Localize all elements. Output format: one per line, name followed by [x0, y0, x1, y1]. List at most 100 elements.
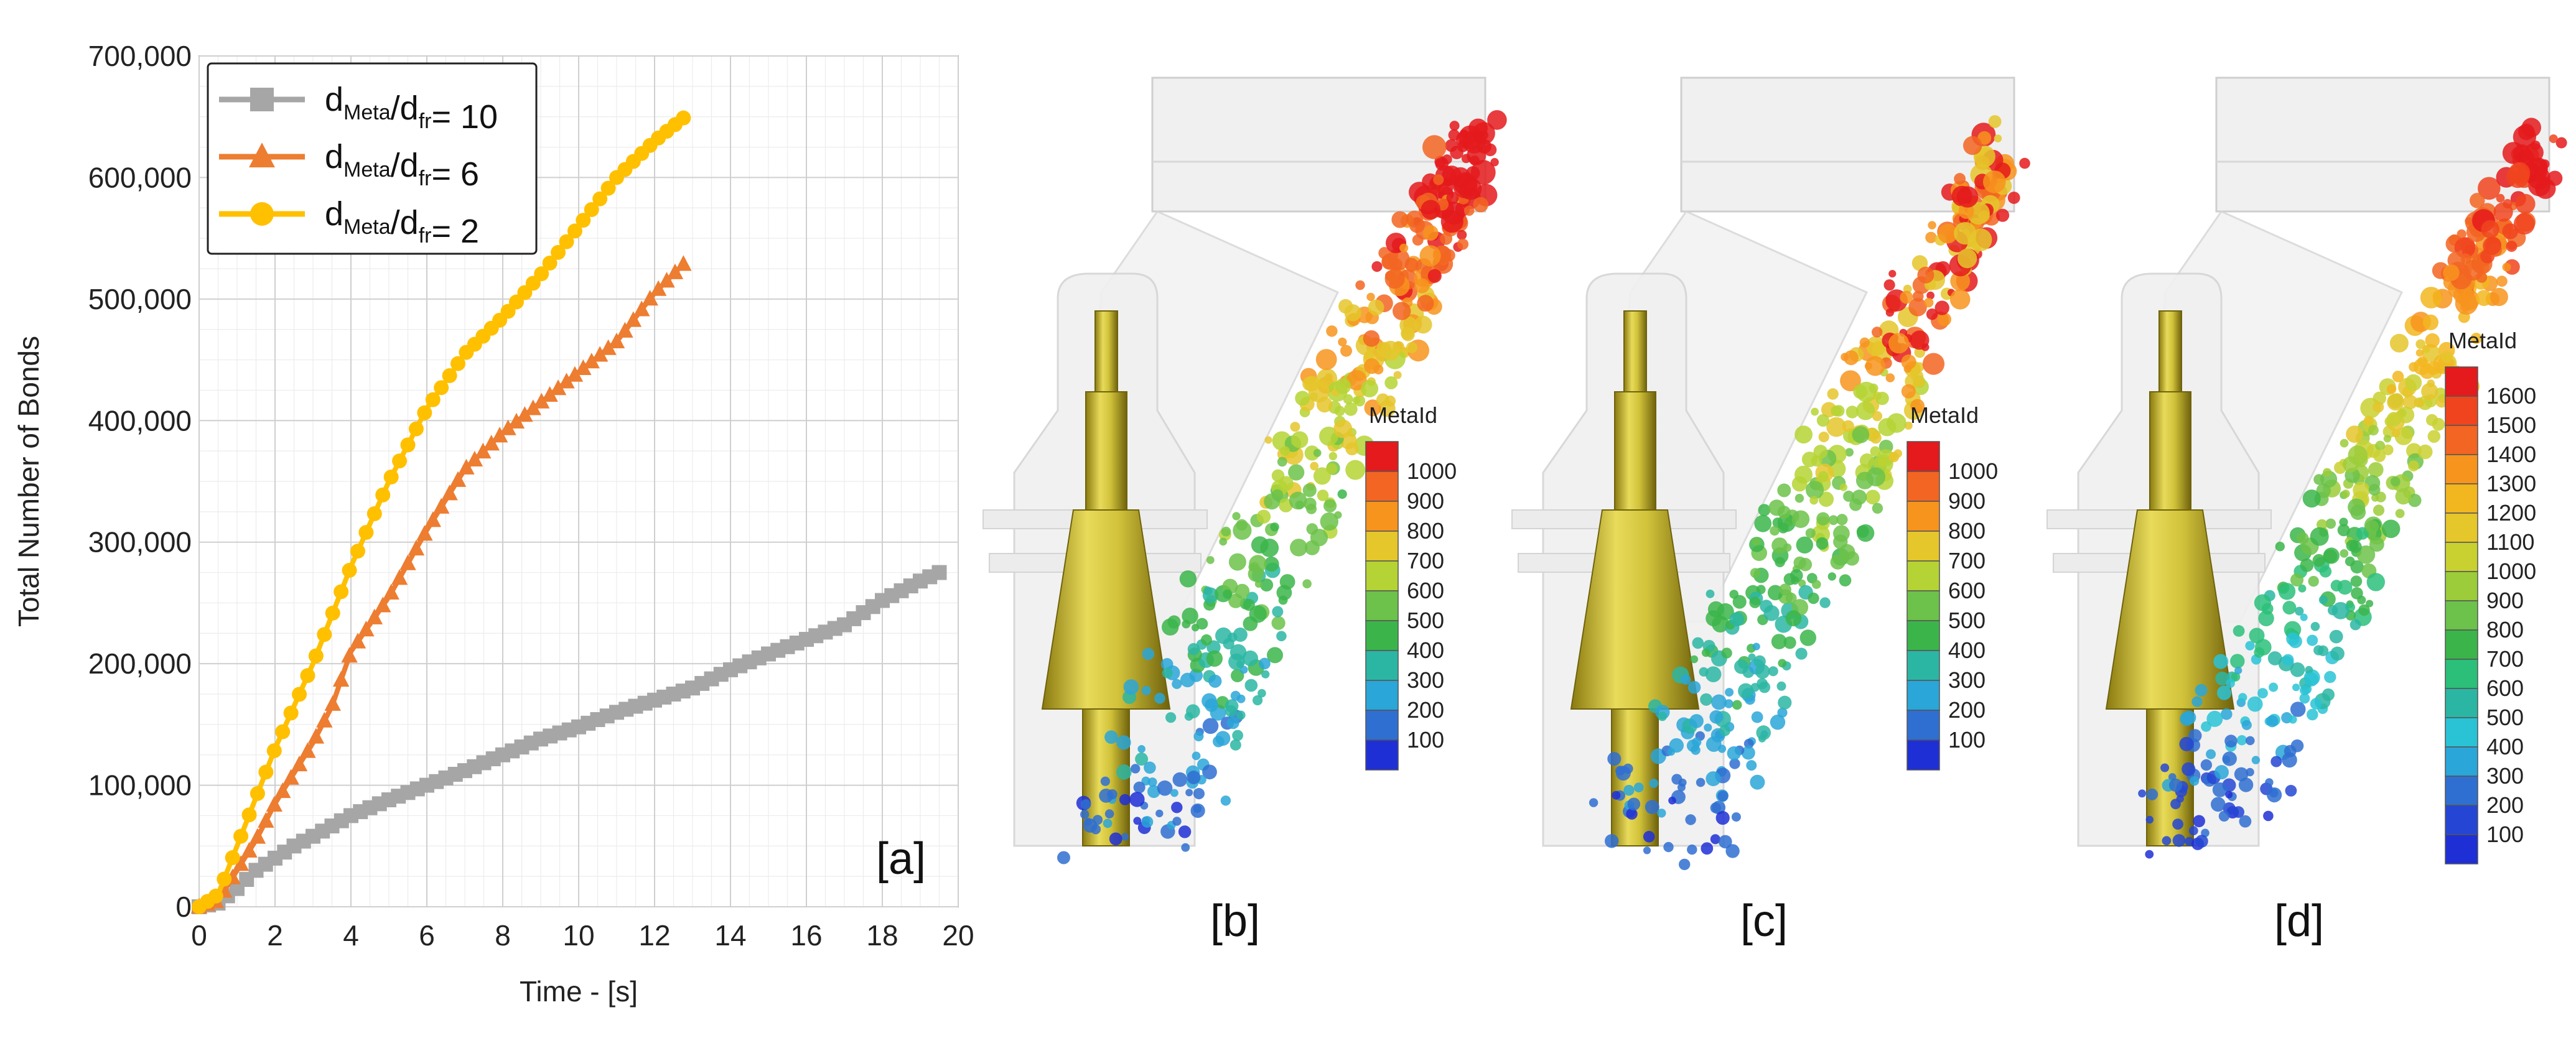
particle — [1171, 802, 1183, 813]
particle — [1326, 325, 1338, 337]
particle — [2323, 468, 2332, 477]
particle — [1144, 761, 1156, 774]
mantle-cone — [1041, 509, 1171, 710]
particle — [1872, 327, 1883, 338]
particle — [2381, 519, 2401, 539]
y-axis-title: Total Number of Bonds — [12, 336, 45, 627]
simulation-panel-b: MetaId 1000 900 800 700 600 500 400 300 200 100 [b] — [982, 76, 1507, 946]
particle — [1276, 585, 1292, 601]
data-point — [549, 379, 567, 396]
particle — [1605, 834, 1619, 848]
particle — [1687, 680, 1701, 694]
particle — [2313, 645, 2324, 656]
particle — [2340, 549, 2349, 558]
particle — [1271, 616, 1286, 630]
shaft-top — [2158, 310, 2182, 399]
particle — [1473, 197, 1488, 213]
particle — [2257, 688, 2268, 698]
particle — [1938, 223, 1958, 244]
particle — [1776, 681, 1786, 691]
colorbar-cell — [1906, 710, 1940, 741]
particle — [1162, 667, 1173, 679]
particle — [1243, 599, 1255, 611]
colorbar-tick-label: 300 — [2486, 763, 2524, 789]
colorbar-tick-label: 600 — [1407, 578, 1444, 603]
particle — [1954, 173, 1966, 185]
particle — [2518, 123, 2535, 141]
particle — [1734, 659, 1749, 674]
particle — [2349, 540, 2362, 553]
particle — [2350, 560, 2364, 574]
data-point — [600, 180, 616, 196]
data-point — [591, 346, 609, 362]
particle — [1811, 455, 1822, 467]
particle — [1344, 304, 1361, 322]
particle — [1289, 491, 1307, 510]
particle — [2502, 262, 2511, 272]
particle — [1206, 556, 1215, 564]
particle — [1706, 610, 1722, 627]
x-tick-label: 4 — [343, 919, 359, 952]
panel-label: [d] — [2274, 896, 2324, 946]
particle — [1743, 738, 1754, 749]
particle — [1748, 653, 1756, 661]
particle — [1181, 843, 1190, 852]
colorbar-tick-label: 1400 — [2486, 442, 2536, 467]
data-point — [566, 366, 584, 382]
particle — [1612, 790, 1621, 800]
particle — [2007, 192, 2020, 204]
particle — [1893, 449, 1902, 458]
x-tick-label: 12 — [638, 919, 670, 952]
particle — [1865, 356, 1885, 376]
particle — [1290, 539, 1308, 557]
colorbar-tick-label: 500 — [1407, 608, 1444, 633]
particle — [2212, 782, 2228, 797]
particle — [1798, 579, 1806, 588]
data-point — [291, 755, 308, 772]
particle — [1291, 431, 1309, 448]
y-tick-label: 500,000 — [88, 283, 192, 315]
data-point — [583, 353, 600, 369]
particle — [1260, 578, 1274, 592]
particle — [2254, 647, 2265, 658]
particle — [1364, 358, 1380, 374]
colorbar-tick-label: 200 — [1948, 697, 1986, 723]
particle — [1355, 280, 1365, 290]
particle — [1819, 597, 1831, 608]
particle — [2289, 715, 2297, 724]
particle — [1752, 642, 1760, 651]
legend-marker — [249, 142, 275, 168]
particle — [2465, 217, 2473, 225]
particle — [1172, 679, 1182, 689]
particle — [2234, 667, 2242, 675]
colorbar-cell — [1365, 680, 1399, 711]
data-point — [217, 871, 232, 887]
particle — [2169, 778, 2183, 792]
particle — [2324, 670, 2336, 684]
particle — [1623, 785, 1635, 796]
particles — [2138, 118, 2567, 859]
particle — [1401, 327, 1414, 340]
mantle-cone — [1570, 509, 1700, 710]
particle — [1249, 555, 1267, 573]
particle — [2337, 580, 2353, 595]
particle — [1267, 647, 1283, 664]
particle — [1304, 445, 1320, 461]
data-point — [425, 392, 441, 407]
data-point — [675, 255, 692, 271]
data-point — [600, 339, 617, 355]
particle — [1901, 354, 1916, 370]
particle — [1234, 583, 1250, 599]
particle — [1811, 407, 1819, 416]
particle — [1133, 817, 1142, 825]
particle — [1270, 522, 1279, 532]
particle — [1785, 610, 1802, 627]
particle — [1083, 818, 1098, 833]
particle — [2397, 406, 2415, 424]
particle — [1910, 399, 1925, 414]
particle — [2300, 613, 2308, 621]
particle — [1109, 832, 1122, 846]
particle — [1080, 799, 1091, 810]
particle — [1384, 376, 1398, 389]
